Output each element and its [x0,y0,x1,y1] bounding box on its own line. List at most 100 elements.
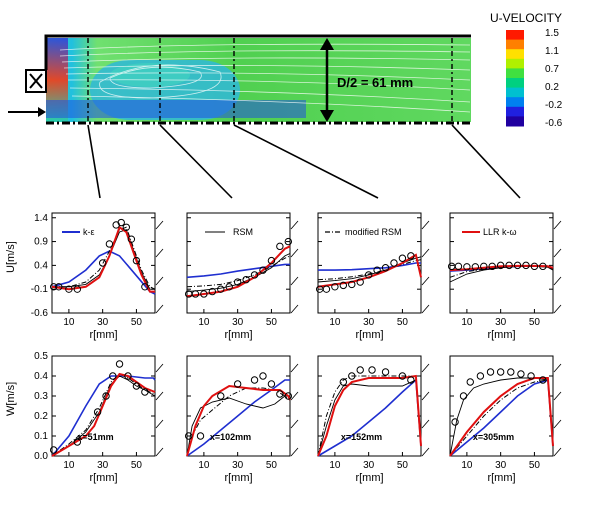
colorbar-segment [506,49,524,60]
profile-panel: 10 30 50 r[mm] [447,212,562,341]
wall-hatch [553,220,562,230]
panel-frame [449,212,554,314]
colorbar-segment [506,30,524,41]
experiment-point [225,283,233,291]
panel-frame [51,355,156,457]
y-axis-label: W[m/s] [5,382,17,416]
experiment-point [217,392,225,400]
experiment-point [381,264,390,272]
experiment-point [73,285,82,293]
experiment-point [284,237,293,246]
experiment-point [463,263,471,271]
wall-hatch [155,363,164,373]
wall-hatch [290,419,299,429]
colorbar [506,30,524,127]
profile-panel: 10 30 50 r[mm] [315,212,430,341]
experiment-point [486,368,495,376]
wall-hatch [421,447,430,457]
experiment-point [496,261,505,270]
dimension-label: D/2 = 61 mm [337,75,413,90]
leader-line [87,124,101,199]
experiment-point [527,372,535,380]
experiment-point [356,366,364,374]
experiment-point [124,372,132,380]
y-tick-label: 0.4 [34,260,48,271]
experiment-point [122,223,130,231]
experiment-point [496,368,505,376]
x-tick-label: 50 [131,317,143,328]
x-tick-label: 50 [266,317,278,328]
x-tick-label: 30 [232,460,244,471]
experiment-point [115,360,124,368]
x-axis-label: r[mm] [487,329,515,341]
dimension-arrow-bottom [320,110,334,122]
experiment-point [127,235,136,243]
x-axis-label: r[mm] [355,472,383,484]
colorbar-labels: 1.5 1.1 0.7 0.2 -0.2 -0.6 [545,28,563,129]
wall-hatch [290,248,299,258]
experiment-point [250,271,259,279]
streamline [109,66,202,89]
x-tick-label: 10 [461,317,473,328]
experiment-point [217,285,225,293]
wall-hatch [421,248,430,258]
experiment-point [196,432,205,440]
experiment-point [184,432,193,440]
colorbar-segment [506,116,524,127]
series-modified-rsm [317,259,422,281]
y-tick-label: 0.4 [34,371,48,382]
experiment-point [200,290,208,298]
experiment-point [191,290,200,298]
wall-hatch [155,447,164,457]
swirler-cross [29,73,43,89]
experiment-point [530,262,539,271]
wall-hatch [155,276,164,286]
experiment-point [141,283,149,291]
wall-hatch [290,304,299,314]
x-tick-label: 10 [63,460,75,471]
x-axis-label: r[mm] [355,329,383,341]
series-modified-rsm [317,375,422,457]
wall-hatch [421,276,430,286]
series-kepsilon [51,375,156,457]
experiment-point [276,390,284,398]
streamline [99,64,222,99]
legend: k-ε RSM modified RSM LLR k-ω [62,227,517,237]
colorbar-segment [506,68,524,79]
streamline [61,57,471,63]
series-modified-rsm [449,379,554,457]
experiment-point [208,287,217,296]
x-tick-label: 30 [97,460,109,471]
colorbar-segment [506,87,524,98]
experiment-point [259,266,267,274]
experiment-point [93,408,102,416]
experiment-point [117,218,125,227]
experiment-point [466,378,474,386]
wall-hatch [421,419,430,429]
colorbar-label: -0.6 [545,118,563,129]
x-tick-label: 10 [329,317,341,328]
x-tick-label: 50 [397,317,409,328]
experiment-point [398,254,407,262]
wall-hatch [553,391,562,401]
streamlines [59,43,471,113]
streamline [69,87,471,103]
experiment-point [364,271,373,279]
experiment-point [471,263,480,271]
x-axis-label: r[mm] [89,472,117,484]
profile-panel: 10 30 50 r[mm] x=102mm [184,355,299,484]
experiment-point [55,283,63,291]
x-tick-label: 30 [495,317,507,328]
series-rsm [186,253,291,293]
experiment-point [368,366,376,374]
x-tick-label: 50 [131,460,143,471]
colorbar-segment [506,106,524,117]
panel-frame [449,355,554,457]
experiment-point [98,259,107,267]
wall-hatch [421,391,430,401]
experiment-point [407,376,415,384]
x-tick-label: 50 [266,460,278,471]
inflow-arrow-head [38,107,46,117]
x-tick-label: 10 [63,317,75,328]
